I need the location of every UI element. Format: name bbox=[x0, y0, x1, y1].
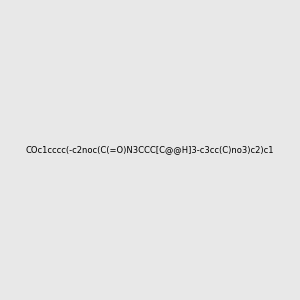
Text: COc1cccc(-c2noc(C(=O)N3CCC[C@@H]3-c3cc(C)no3)c2)c1: COc1cccc(-c2noc(C(=O)N3CCC[C@@H]3-c3cc(C… bbox=[26, 146, 274, 154]
